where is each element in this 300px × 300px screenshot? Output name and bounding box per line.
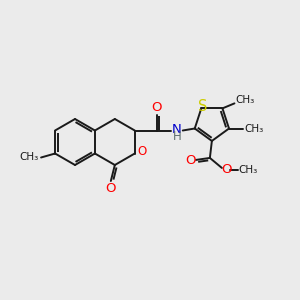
Text: CH₃: CH₃ bbox=[244, 124, 264, 134]
Text: O: O bbox=[186, 154, 196, 167]
Text: O: O bbox=[222, 164, 232, 176]
Text: N: N bbox=[172, 123, 182, 136]
Text: O: O bbox=[137, 145, 146, 158]
Text: CH₃: CH₃ bbox=[20, 152, 39, 163]
Text: S: S bbox=[198, 99, 207, 114]
Text: CH₃: CH₃ bbox=[238, 165, 257, 175]
Text: O: O bbox=[152, 101, 162, 114]
Text: H: H bbox=[172, 130, 181, 143]
Text: CH₃: CH₃ bbox=[236, 95, 255, 105]
Text: O: O bbox=[106, 182, 116, 196]
